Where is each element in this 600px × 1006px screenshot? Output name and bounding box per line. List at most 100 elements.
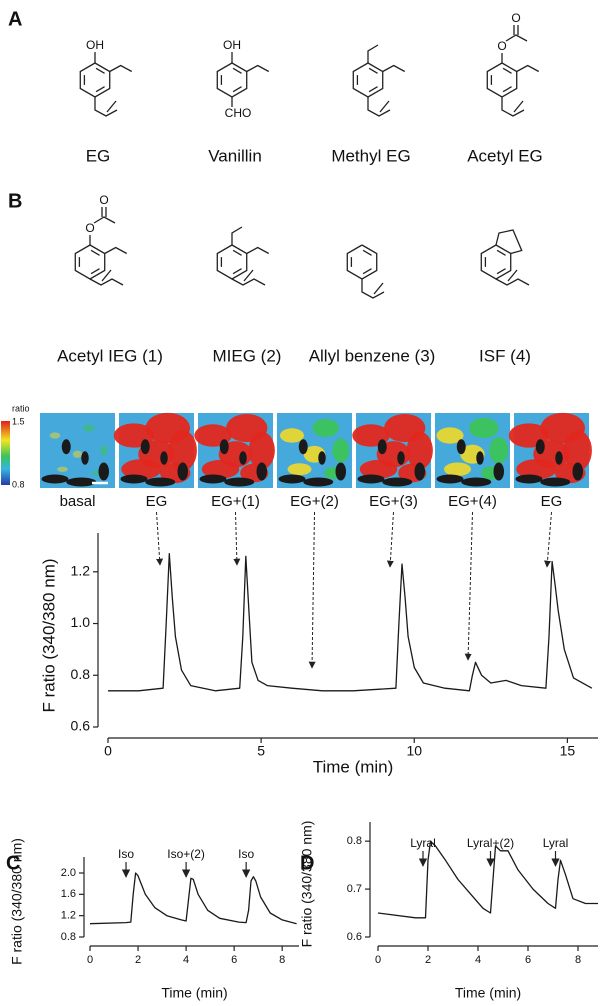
bond (382, 64, 406, 73)
panel-label: C (6, 852, 20, 874)
panel-label: D (300, 852, 314, 874)
atom-label: OH (86, 38, 104, 52)
image-blob (57, 466, 68, 472)
bond (502, 86, 512, 93)
bond (232, 86, 242, 93)
dashed-arrow (233, 511, 241, 566)
bond (104, 246, 128, 255)
x-axis-label: Time (min) (313, 757, 394, 776)
image-dark (357, 474, 385, 484)
x-tick-label: 0 (375, 954, 381, 966)
bond (368, 67, 378, 74)
bond (513, 100, 524, 113)
image-dark (456, 439, 466, 455)
bond (507, 269, 518, 282)
image-blob (280, 428, 304, 443)
image-label: EG (146, 493, 168, 510)
image-dark (239, 451, 247, 465)
image-dark (377, 439, 387, 455)
bond (232, 67, 242, 74)
y-tick-label: 1.2 (61, 910, 76, 922)
bond (232, 249, 242, 256)
panel-label: A (8, 8, 22, 30)
y-tick-label: 0.8 (347, 835, 362, 847)
y-tick-label: 0.6 (347, 931, 362, 943)
x-axis-label: Time (min) (455, 985, 521, 1001)
image-dark (98, 462, 109, 481)
y-axis-label: F ratio (340/380 nm) (299, 821, 315, 948)
x-tick-label: 5 (257, 743, 265, 759)
image-label: EG+(3) (369, 493, 418, 510)
ratio-image (113, 412, 197, 488)
image-blob (516, 459, 557, 480)
atom-label: O (99, 193, 108, 207)
molecule-name: ISF (4) (479, 346, 531, 365)
bond (367, 97, 391, 117)
image-blob (436, 427, 464, 444)
bond (231, 226, 243, 245)
annotation: Lyral+(2) (467, 836, 514, 850)
colorbar-label: 0.8 (12, 479, 25, 489)
image-dark (199, 474, 227, 484)
trace (108, 553, 593, 692)
image-blob (72, 450, 83, 458)
x-tick-label: 2 (135, 954, 141, 966)
y-tick-label: 0.6 (71, 718, 91, 734)
bond (505, 34, 528, 42)
ratio-image (508, 412, 592, 488)
image-blob (444, 462, 471, 476)
y-tick-label: 2.0 (61, 867, 76, 879)
atom-label: O (85, 221, 94, 235)
molecule-name: Methyl EG (331, 146, 410, 165)
image-dark (81, 451, 89, 465)
bond (109, 64, 133, 73)
image-dark (335, 462, 346, 481)
colorbar-label: 1.5 (12, 416, 25, 426)
x-tick-label: 10 (406, 743, 422, 759)
bond (495, 229, 523, 255)
x-tick-label: 15 (560, 743, 576, 759)
x-tick-label: 6 (525, 954, 531, 966)
bond (362, 249, 372, 256)
image-dark (278, 474, 306, 484)
bond (495, 278, 530, 286)
image-dark (461, 477, 492, 487)
bond (361, 279, 385, 299)
image-blob (121, 459, 162, 480)
y-tick-label: 1.0 (71, 614, 91, 630)
annotation: Iso (118, 847, 134, 861)
dashed-arrow (386, 511, 394, 568)
bond (501, 97, 525, 117)
ratio-image (194, 413, 275, 488)
image-dark (219, 439, 229, 455)
bond (246, 64, 270, 73)
image-dark (414, 462, 425, 481)
annotation: Lyral (543, 836, 569, 850)
colorbar-title: ratio (12, 403, 30, 413)
y-axis-label: F ratio (340/380 nm) (9, 838, 25, 965)
image-dark (555, 451, 563, 465)
image-blob (359, 459, 398, 479)
image-dark (145, 477, 176, 487)
bond (106, 100, 117, 113)
x-tick-label: 2 (425, 954, 431, 966)
bond (368, 86, 378, 93)
image-dark (540, 477, 571, 487)
bond (496, 268, 506, 275)
annotation: Iso+(2) (167, 847, 205, 861)
image-blob (332, 438, 350, 463)
image-blob (201, 459, 240, 479)
image-dark (120, 474, 148, 484)
bond (95, 86, 105, 93)
image-dark (298, 439, 308, 455)
atom-label: CHO (225, 106, 252, 120)
bond (362, 268, 372, 275)
image-dark (476, 451, 484, 465)
ratio-image (277, 413, 352, 488)
image-dark (61, 439, 71, 455)
dashed-arrow (544, 511, 552, 568)
x-tick-label: 8 (575, 954, 581, 966)
bond (496, 249, 506, 256)
molecule-name: Acetyl EG (467, 146, 543, 165)
